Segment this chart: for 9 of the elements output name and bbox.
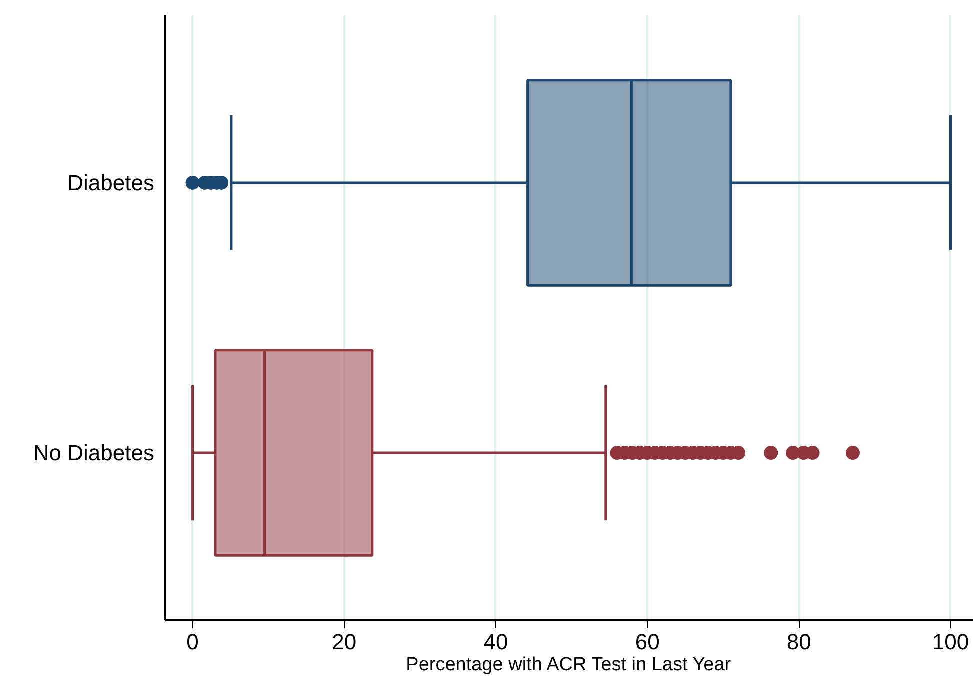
y-tick-label: Diabetes [68,170,155,196]
x-tick-label: 20 [332,630,357,654]
x-tick-label: 40 [484,630,508,654]
x-tick-label: 60 [635,630,660,654]
x-tick-label: 0 [186,630,199,654]
y-tick-label: No Diabetes [33,440,155,466]
x-axis-title: Percentage with ACR Test in Last Year [406,654,732,676]
x-tick-label: 100 [932,630,970,654]
x-tick-label: 80 [786,630,812,654]
